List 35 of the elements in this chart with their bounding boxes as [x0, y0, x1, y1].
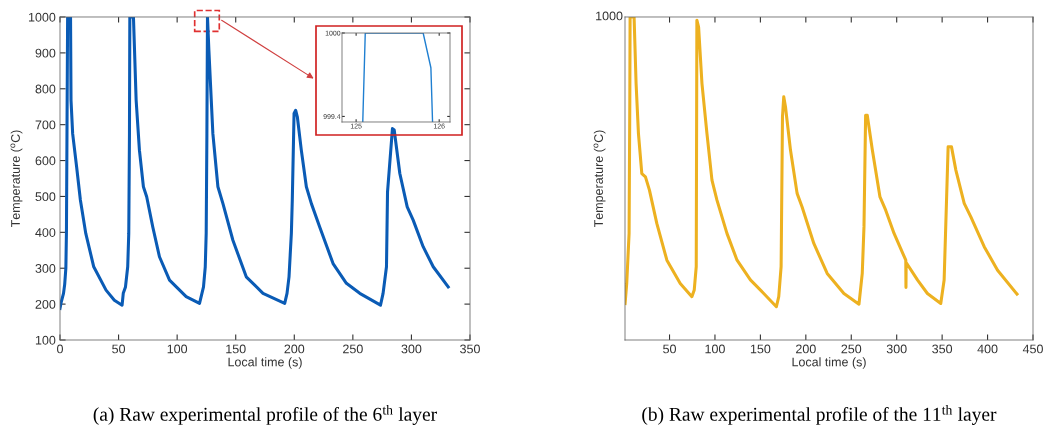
y-tick-label: 300	[35, 264, 56, 273]
y-tick-label: 100	[35, 335, 56, 345]
text: (a) Raw experimental profile of the 6$^{th}$ layer	[93, 404, 437, 425]
x-tick-label: 300	[401, 344, 422, 354]
x-tick-label: 100	[705, 344, 725, 354]
x-tick-label: 100	[167, 344, 188, 354]
x-tick-label: 200	[284, 344, 305, 354]
y-tick-label: 1000	[28, 12, 56, 22]
x-axis-title: Local time (s)	[792, 357, 866, 369]
y-axis-title: Temperature ($^{o}$C)	[10, 130, 23, 228]
x-tick-label: 350	[932, 344, 953, 354]
x-tick-label: 150	[226, 344, 246, 354]
y-tick-label: 900	[35, 48, 56, 58]
y-tick-label: 800	[35, 84, 56, 94]
x-axis-title: Local time (s)	[228, 357, 302, 369]
x-tick-label: 450	[1022, 344, 1043, 354]
x-tick-label: 250	[841, 344, 862, 354]
x-tick-label: 200	[796, 344, 816, 354]
x-tick-label: 350	[460, 344, 480, 354]
text: (b) Raw experimental profile of the 11$^{th}$ layer	[642, 404, 997, 425]
x-tick-label: 300	[886, 344, 907, 354]
x-tick-label: 250	[343, 344, 363, 354]
line-series	[60, 17, 450, 310]
y-axis-title: Temperature ($^{o}$C)	[593, 130, 606, 228]
y-tick-label: 400	[35, 228, 56, 237]
y-tick-label: 200	[35, 299, 56, 309]
x-tick-label: 400	[977, 344, 998, 354]
y-tick-label: 700	[35, 120, 56, 130]
x-tick-label: 0	[57, 344, 63, 354]
x-tick-label: 50	[663, 344, 676, 354]
y-tick-label: 500	[35, 192, 56, 202]
x-tick-label: 150	[750, 344, 771, 354]
y-tick-label: 600	[35, 156, 56, 166]
x-tick-label: 50	[112, 344, 126, 354]
text: 1000	[596, 11, 623, 21]
